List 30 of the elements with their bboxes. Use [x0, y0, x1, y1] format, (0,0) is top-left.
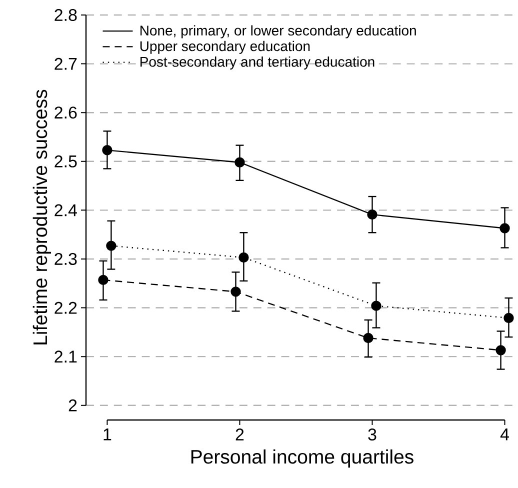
- legend-label: Post-secondary and tertiary education: [140, 56, 374, 70]
- point: [230, 286, 241, 297]
- point: [238, 252, 249, 263]
- point: [367, 209, 378, 220]
- y-tick-label: 2.2: [54, 302, 77, 314]
- y-tick-label: 2.7: [54, 58, 77, 70]
- x-axis-title: Personal income quartiles: [191, 449, 414, 468]
- point: [371, 300, 382, 311]
- x-tick-label: 1: [104, 428, 112, 440]
- y-tick-label: 2.5: [54, 155, 77, 168]
- point: [106, 240, 116, 251]
- y-tick-label: 2.4: [54, 204, 77, 216]
- x-tick-label: 3: [368, 428, 376, 441]
- point: [496, 345, 506, 356]
- point: [504, 312, 514, 324]
- point: [234, 157, 245, 168]
- x-tick-label: 4: [500, 428, 509, 440]
- x-tick-label: 2: [236, 428, 244, 440]
- y-tick-label: 2.3: [54, 252, 77, 265]
- y-tick-label: 2.8: [54, 8, 77, 22]
- y-tick-label: 2: [68, 399, 77, 412]
- legend-label: Upper secondary education: [140, 40, 310, 54]
- legend-label: None, primary, or lower secondary education: [140, 25, 416, 38]
- y-tick-label: 2.6: [54, 106, 77, 119]
- point: [363, 332, 374, 344]
- y-axis-title: Lifetime reproductive success: [32, 90, 52, 344]
- point: [102, 145, 112, 156]
- point: [500, 223, 510, 234]
- y-tick-label: 2.1: [54, 350, 77, 362]
- point: [98, 274, 108, 286]
